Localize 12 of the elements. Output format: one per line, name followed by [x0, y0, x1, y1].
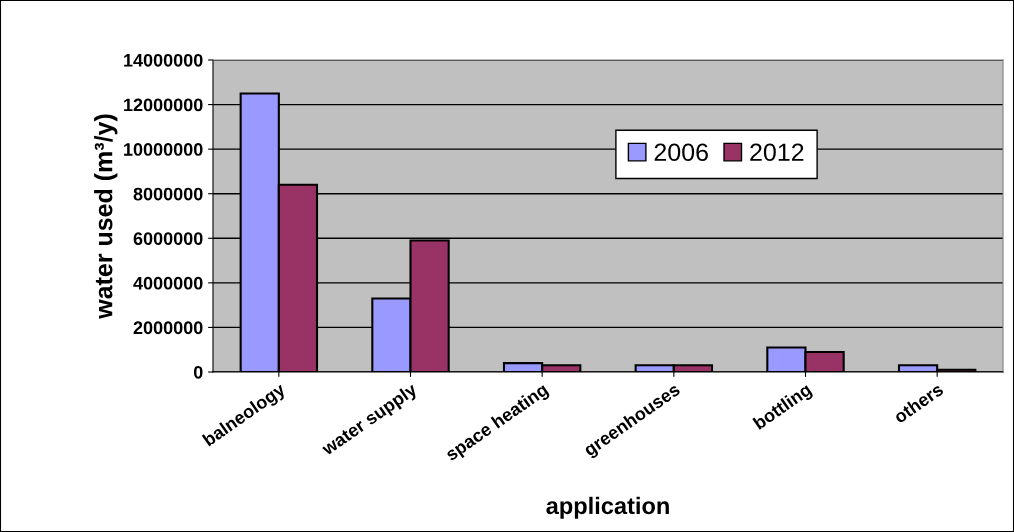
y-tick-label: 4000000	[133, 276, 203, 290]
y-tick-label: 6000000	[133, 232, 203, 246]
legend-label: 2012	[750, 143, 804, 162]
y-tick-label: 14000000	[124, 53, 203, 67]
legend-label: 2006	[654, 143, 708, 162]
y-tick-label: 12000000	[124, 98, 203, 112]
y-tick-label: 0	[193, 365, 203, 379]
x-axis-title: application	[546, 496, 669, 519]
y-tick-label: 8000000	[133, 187, 203, 201]
y-tick-label: 2000000	[133, 321, 203, 335]
y-tick-label: 10000000	[124, 143, 203, 156]
y-axis-title: water used (m³/y)	[94, 114, 118, 319]
